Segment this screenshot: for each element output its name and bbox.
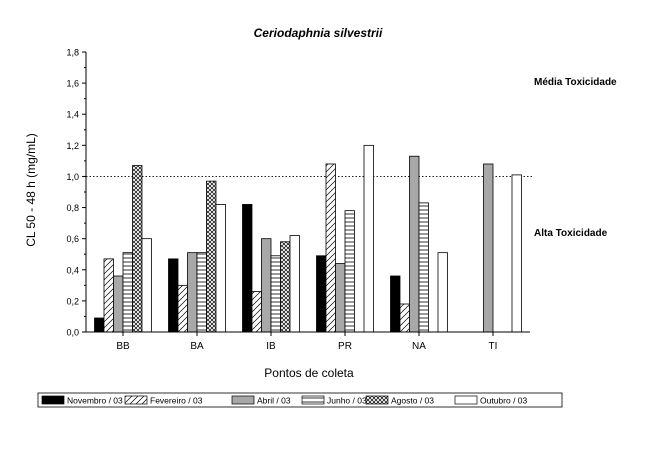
legend-label-3: Abril / 03 [257, 396, 291, 406]
y-tick-label: 1,8 [66, 48, 79, 58]
legend: Novembro / 03 Fevereiro / 03 Abril / 03 Jun… [37, 392, 563, 408]
bar-ib-5 [280, 241, 291, 333]
bar-bb-3 [113, 275, 124, 333]
y-tick-label: 1,6 [66, 79, 79, 89]
chart-title: Ceriodaphnia silvestrii [254, 26, 383, 40]
bar-ba-5 [206, 180, 217, 333]
y-tick-label: 0,2 [66, 296, 79, 306]
annotation-alta-toxicidade: Alta Toxicidade [534, 228, 608, 239]
y-axis-label: CL 50 - 48 h (mg/mL) [24, 133, 38, 247]
legend-swatch-4 [301, 395, 325, 405]
bar-ib-3 [261, 238, 272, 333]
legend-label-5: Agosto / 03 [391, 396, 434, 406]
bar-ti-3 [483, 163, 494, 333]
bar-na-3 [409, 155, 420, 333]
x-tick-label: BB [116, 341, 130, 352]
legend-swatch-2 [124, 395, 148, 405]
bar-ib-4 [270, 255, 281, 333]
y-tick-label: 0,0 [66, 328, 79, 338]
bar-bb-4 [122, 252, 133, 333]
legend-label-2: Fevereiro / 03 [150, 396, 203, 406]
legend-label-4: Junho / 03 [327, 396, 367, 406]
bar-bb-5 [132, 165, 143, 333]
bar-ib-2 [251, 291, 262, 333]
bar-ib-6 [289, 235, 300, 333]
bar-bb-6 [141, 238, 152, 333]
y-tick-label: 1,2 [66, 141, 79, 151]
bar-bb-1 [94, 317, 105, 333]
bar-ba-6 [215, 204, 226, 333]
bar-ba-2 [177, 284, 188, 333]
bar-pr-3 [335, 263, 346, 333]
bar-pr-6 [363, 144, 374, 333]
legend-swatch-6 [454, 395, 478, 405]
bar-ib-1 [242, 204, 253, 333]
legend-swatch-1 [41, 395, 65, 405]
bar-na-6 [437, 252, 448, 333]
bar-pr-4 [344, 210, 355, 333]
x-tick-label: NA [412, 341, 426, 352]
bar-bb-2 [103, 258, 114, 333]
y-tick-label: 1,0 [66, 172, 79, 182]
bar-pr-2 [325, 163, 336, 333]
legend-swatch-5 [365, 395, 389, 405]
x-tick-label: PR [338, 341, 352, 352]
y-tick-label: 0,4 [66, 265, 79, 275]
bar-ba-4 [196, 252, 207, 333]
y-tick-label: 0,6 [66, 234, 79, 244]
x-tick-label: IB [266, 341, 276, 352]
bar-ba-1 [168, 258, 179, 333]
legend-box [37, 392, 563, 408]
y-tick-label: 1,4 [66, 110, 79, 120]
x-axis-label: Pontos de coleta [264, 366, 354, 380]
x-tick-label: BA [190, 341, 204, 352]
legend-label-1: Novembro / 03 [67, 396, 123, 406]
y-tick-label: 0,8 [66, 203, 79, 213]
annotation-media-toxicidade: Média Toxicidade [534, 77, 617, 88]
bar-ti-6 [511, 174, 522, 333]
bar-ba-3 [187, 252, 198, 333]
bar-na-1 [390, 275, 401, 333]
legend-label-6: Outubro / 03 [480, 396, 528, 406]
bar-na-4 [418, 202, 429, 333]
legend-swatch-3 [231, 395, 255, 405]
bar-pr-1 [316, 255, 327, 333]
x-tick-label: TI [489, 341, 498, 352]
plot-area: 0,0 0,2 0,4 0,6 0,8 1,0 1,2 1,4 1,6 1,8 BB BA IB PR NA… [66, 48, 534, 352]
bar-na-2 [399, 303, 410, 333]
